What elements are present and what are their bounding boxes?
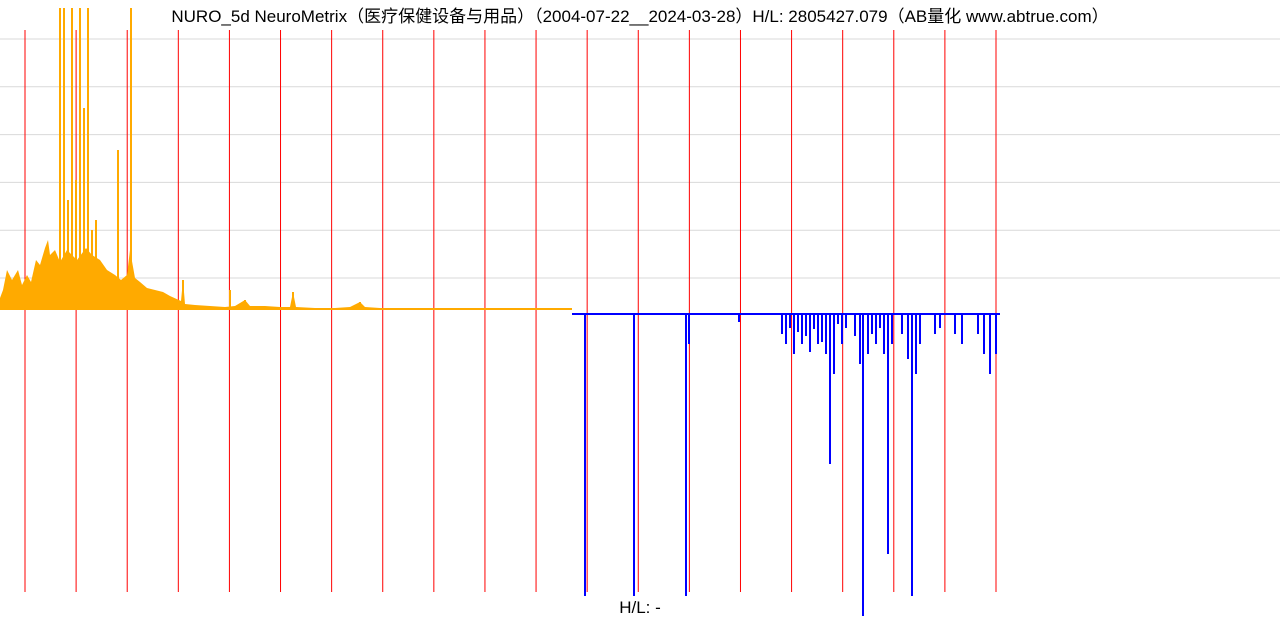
chart-footer: H/L: - <box>0 598 1280 620</box>
chart-svg <box>0 0 1280 620</box>
chart-plot <box>0 0 1280 620</box>
